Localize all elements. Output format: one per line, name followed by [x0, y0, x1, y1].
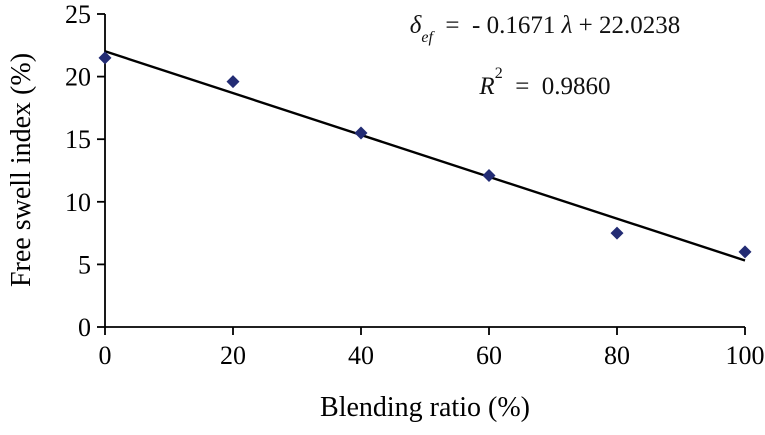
trendline-annotation: δef = - 0.1671 λ + 22.0238 R2 = 0.9860 — [355, 8, 735, 105]
r-squared-exponent: 2 — [494, 65, 503, 82]
data-point-diamond — [482, 169, 496, 183]
trendline — [104, 50, 746, 262]
r-squared-symbol: R — [479, 73, 495, 101]
y-tick-label: 0 — [78, 313, 91, 342]
y-tick-label: 5 — [78, 250, 91, 279]
y-axis-title: Free swell index (%) — [6, 53, 37, 287]
y-tick-label: 25 — [65, 0, 91, 29]
x-tick-label: 100 — [726, 341, 765, 370]
data-point-diamond — [354, 126, 368, 140]
x-tick-label: 20 — [220, 341, 246, 370]
equation-intercept-text: + 22.0238 — [572, 12, 681, 39]
equation-delta-subscript: ef — [421, 29, 433, 46]
y-tick-label: 20 — [65, 63, 91, 92]
x-tick-label: 80 — [604, 341, 630, 370]
y-tick-label: 10 — [65, 188, 91, 217]
equation-delta-symbol: δ — [409, 12, 422, 39]
y-tick-label: 15 — [65, 125, 91, 154]
data-point-diamond — [226, 75, 240, 89]
data-point-diamond — [98, 51, 112, 65]
trendline-equation: δef = - 0.1671 λ + 22.0238 — [355, 8, 735, 56]
x-tick-label: 40 — [348, 341, 374, 370]
r-squared-value: = 0.9860 — [502, 73, 611, 101]
data-point-diamond — [738, 245, 752, 259]
data-point-diamond — [610, 226, 624, 240]
equation-slope-text: = - 0.1671 — [432, 12, 562, 39]
r-squared-line: R2 = 0.9860 — [355, 56, 735, 105]
x-tick-label: 0 — [99, 341, 112, 370]
equation-lambda-symbol: λ — [561, 12, 573, 39]
x-tick-label: 60 — [476, 341, 502, 370]
x-axis-title: Blending ratio (%) — [320, 392, 530, 423]
